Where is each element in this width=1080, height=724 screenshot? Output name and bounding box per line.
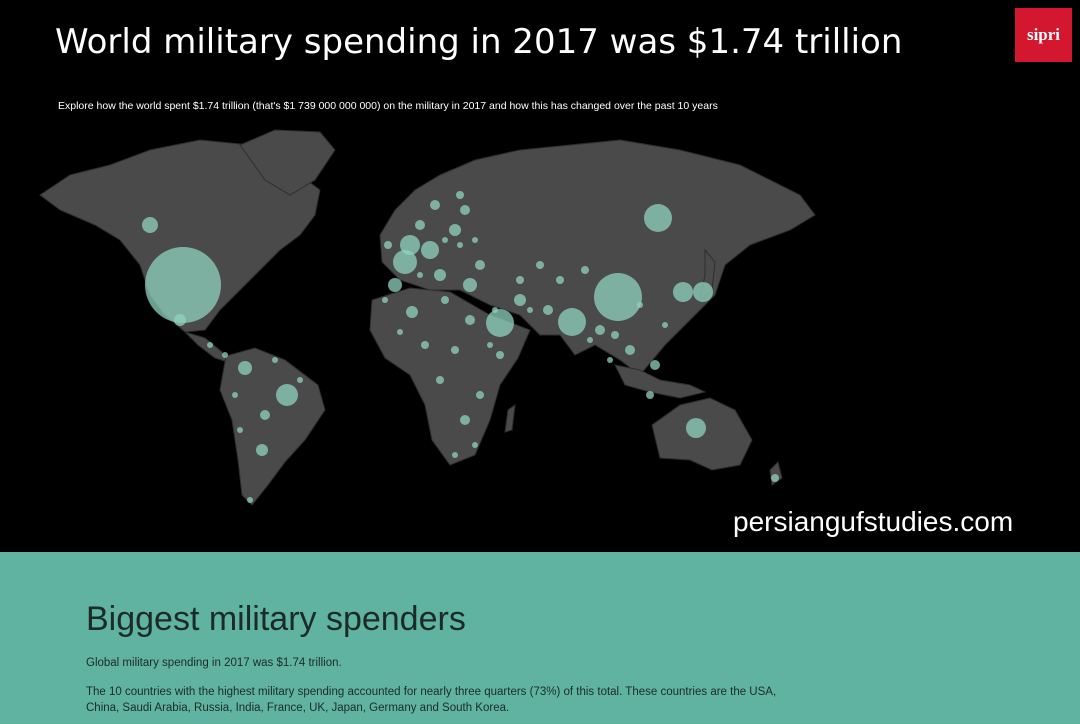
country-bubble[interactable] xyxy=(486,309,514,337)
country-bubble[interactable] xyxy=(397,329,403,335)
country-bubble[interactable] xyxy=(436,376,444,384)
paragraph: The 10 countries with the highest milita… xyxy=(86,686,777,714)
country-bubble[interactable] xyxy=(174,314,186,326)
country-bubble[interactable] xyxy=(421,241,439,259)
country-bubble[interactable] xyxy=(388,278,402,292)
country-bubble[interactable] xyxy=(611,331,619,339)
country-bubble[interactable] xyxy=(207,342,213,348)
country-bubble[interactable] xyxy=(222,352,228,358)
country-bubble[interactable] xyxy=(247,497,253,503)
country-bubble[interactable] xyxy=(406,306,418,318)
country-bubble[interactable] xyxy=(475,260,485,270)
country-bubble[interactable] xyxy=(662,322,668,328)
country-bubble[interactable] xyxy=(693,282,713,302)
country-bubble[interactable] xyxy=(543,305,553,315)
country-bubble[interactable] xyxy=(421,341,429,349)
subtitle: Explore how the world spent $1.74 trilli… xyxy=(58,100,718,112)
country-bubble[interactable] xyxy=(472,237,478,243)
country-bubble[interactable] xyxy=(456,191,464,199)
country-bubble[interactable] xyxy=(460,415,470,425)
country-bubble[interactable] xyxy=(442,237,448,243)
country-bubble[interactable] xyxy=(646,391,654,399)
country-bubble[interactable] xyxy=(256,444,268,456)
country-bubble[interactable] xyxy=(581,266,589,274)
country-bubble[interactable] xyxy=(644,204,672,232)
country-bubble[interactable] xyxy=(457,242,463,248)
country-bubble[interactable] xyxy=(536,261,544,269)
land xyxy=(39,129,816,506)
country-bubble[interactable] xyxy=(558,308,586,336)
country-bubble[interactable] xyxy=(434,269,446,281)
country-bubble[interactable] xyxy=(463,278,477,292)
country-bubble[interactable] xyxy=(465,315,475,325)
country-bubble[interactable] xyxy=(594,273,642,321)
greenland xyxy=(239,129,336,196)
country-bubble[interactable] xyxy=(417,272,423,278)
country-bubble[interactable] xyxy=(260,410,270,420)
spending-bubbles xyxy=(142,191,779,503)
country-bubble[interactable] xyxy=(145,247,221,323)
country-bubble[interactable] xyxy=(686,418,706,438)
world-map xyxy=(39,129,816,506)
country-bubble[interactable] xyxy=(237,427,243,433)
country-bubble[interactable] xyxy=(430,200,440,210)
country-bubble[interactable] xyxy=(516,276,524,284)
country-bubble[interactable] xyxy=(415,220,425,230)
southeast-asia xyxy=(614,364,707,399)
country-bubble[interactable] xyxy=(232,392,238,398)
country-bubble[interactable] xyxy=(142,217,158,233)
country-bubble[interactable] xyxy=(492,307,498,313)
country-bubble[interactable] xyxy=(384,241,392,249)
section-title: Biggest military spenders xyxy=(86,600,466,638)
central-america xyxy=(184,331,230,363)
country-bubble[interactable] xyxy=(238,361,252,375)
country-bubble[interactable] xyxy=(297,377,303,383)
north-america xyxy=(39,139,321,333)
country-bubble[interactable] xyxy=(472,442,478,448)
country-bubble[interactable] xyxy=(527,307,533,313)
country-bubble[interactable] xyxy=(393,250,417,274)
country-bubble[interactable] xyxy=(771,474,779,482)
country-bubble[interactable] xyxy=(607,357,613,363)
country-bubble[interactable] xyxy=(625,345,635,355)
country-bubble[interactable] xyxy=(441,296,449,304)
country-bubble[interactable] xyxy=(487,342,493,348)
country-bubble[interactable] xyxy=(514,294,526,306)
hero: World military spending in 2017 was $1.7… xyxy=(39,8,1072,537)
country-bubble[interactable] xyxy=(449,224,461,236)
paragraph: Global military spending in 2017 was $1.… xyxy=(86,657,342,669)
country-bubble[interactable] xyxy=(556,276,564,284)
country-bubble[interactable] xyxy=(452,452,458,458)
watermark: persiangufstudies.com xyxy=(733,506,1014,537)
country-bubble[interactable] xyxy=(637,302,643,308)
country-bubble[interactable] xyxy=(460,205,470,215)
south-america xyxy=(219,347,326,506)
country-bubble[interactable] xyxy=(587,337,593,343)
logo[interactable]: sipri xyxy=(1015,8,1072,62)
country-bubble[interactable] xyxy=(496,351,504,359)
country-bubble[interactable] xyxy=(451,346,459,354)
country-bubble[interactable] xyxy=(272,357,278,363)
title: World military spending in 2017 was $1.7… xyxy=(55,22,903,62)
country-bubble[interactable] xyxy=(276,384,298,406)
country-bubble[interactable] xyxy=(382,297,388,303)
spenders-section: Biggest military spenders Global militar… xyxy=(0,552,1080,724)
madagascar xyxy=(504,403,516,433)
country-bubble[interactable] xyxy=(400,235,420,255)
country-bubble[interactable] xyxy=(476,391,484,399)
eurasia xyxy=(379,139,816,376)
country-bubble[interactable] xyxy=(673,282,693,302)
country-bubble[interactable] xyxy=(595,325,605,335)
country-bubble[interactable] xyxy=(650,360,660,370)
